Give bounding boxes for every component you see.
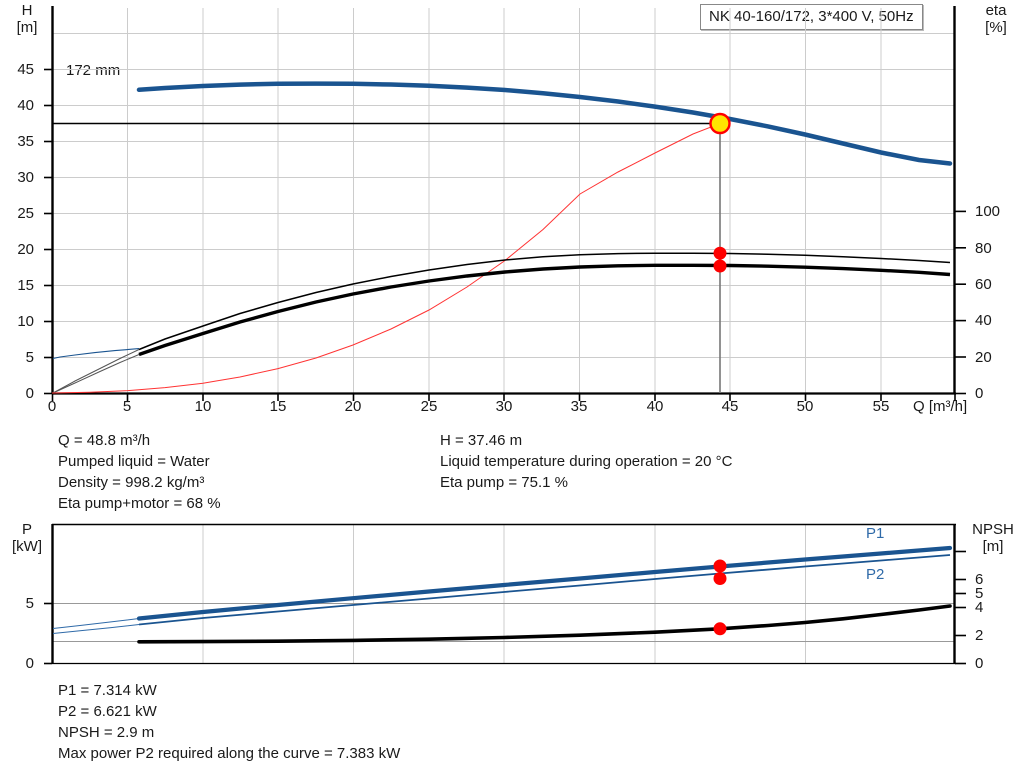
upper-ytick-35: 35 <box>17 133 34 150</box>
upper-ytick-0: 0 <box>25 385 34 402</box>
duty-info-left-0: Q = 48.8 m³/h <box>58 432 151 449</box>
power-info-block: P1 = 7.314 kW P2 = 6.621 kW NPSH = 2.9 m… <box>0 678 1024 774</box>
upper-y2tick-100: 100 <box>975 203 1001 220</box>
upper-ytick-30: 30 <box>17 169 34 186</box>
system-curve <box>51 123 721 394</box>
lower-y2-axis-title: NPSH [m] <box>972 521 1014 555</box>
p2-marker <box>713 572 727 585</box>
upper-xtick-25: 25 <box>420 398 438 415</box>
upper-plot-area <box>44 6 966 401</box>
upper-ytick-15: 15 <box>17 277 34 294</box>
head-curve <box>136 81 953 166</box>
upper-y-axis-title: H [m] <box>16 2 38 36</box>
upper-xtick-45: 45 <box>721 398 739 415</box>
power-info-3: Max power P2 required along the curve = … <box>58 745 401 762</box>
upper-ytick-45: 45 <box>17 61 34 78</box>
upper-grid-horizontal <box>52 33 955 358</box>
upper-xtick-35: 35 <box>570 398 588 415</box>
eta-pump-motor-marker <box>713 259 727 273</box>
head-curve-extension <box>52 348 140 360</box>
npsh-curve <box>137 604 952 644</box>
lower-y2tick-4: 4 <box>975 599 984 616</box>
p1-marker <box>713 559 727 573</box>
lower-y2tick-0: 0 <box>975 655 984 672</box>
upper-left-ticks <box>44 68 52 395</box>
eta-pump-curve <box>138 252 951 351</box>
lower-ytick-0: 0 <box>25 655 34 672</box>
lower-y2tick-6: 6 <box>975 571 984 588</box>
duty-info-left-3: Eta pump+motor = 68 % <box>58 495 221 512</box>
lower-y2tick-5: 5 <box>975 585 984 602</box>
upper-ytick-5: 5 <box>25 349 34 366</box>
upper-right-ticks <box>955 210 966 395</box>
upper-xtick-30: 30 <box>495 398 513 415</box>
npsh-marker <box>713 622 727 636</box>
upper-xtick-55: 55 <box>872 398 890 415</box>
duty-info-left-2: Density = 998.2 kg/m³ <box>58 474 205 491</box>
duty-info-right-0: H = 37.46 m <box>440 432 523 449</box>
power-info-0: P1 = 7.314 kW <box>58 682 157 699</box>
p1-curve-label: P1 <box>866 525 885 542</box>
duty-info-left-1: Pumped liquid = Water <box>58 453 210 470</box>
upper-ytick-25: 25 <box>17 205 34 222</box>
duty-info-right-1: Liquid temperature during operation = 20… <box>440 453 733 470</box>
eta-pump-marker <box>713 246 727 260</box>
lower-left-ticks <box>44 602 52 665</box>
eta-pump-motor-curve <box>138 263 951 357</box>
upper-y2-axis-title: eta [%] <box>985 2 1007 36</box>
power-npsh-chart: P [kW] NPSH [m] 0 5 0 2 4 5 6 P1 P2 <box>0 516 1024 672</box>
upper-xtick-0: 0 <box>47 398 57 415</box>
lower-right-ticks <box>955 550 966 665</box>
duty-point-marker[interactable] <box>709 112 731 135</box>
p2-curve-label: P2 <box>866 566 885 583</box>
duty-info-block: Q = 48.8 m³/h Pumped liquid = Water Dens… <box>0 424 1024 516</box>
upper-ytick-10: 10 <box>17 313 34 330</box>
upper-ytick-40: 40 <box>17 97 34 114</box>
upper-y2tick-40: 40 <box>975 312 992 329</box>
upper-y2tick-80: 80 <box>975 240 992 257</box>
lower-y2tick-2: 2 <box>975 627 984 644</box>
duty-info-right-2: Eta pump = 75.1 % <box>440 474 568 491</box>
upper-xtick-20: 20 <box>344 398 362 415</box>
lower-plot-area <box>44 523 966 665</box>
power-info-1: P2 = 6.621 kW <box>58 703 157 720</box>
power-info-2: NPSH = 2.9 m <box>58 724 155 741</box>
eta-pumpmotor-extension <box>52 354 140 394</box>
lower-ytick-5: 5 <box>25 595 34 612</box>
upper-xtick-50: 50 <box>796 398 814 415</box>
upper-y2tick-0: 0 <box>975 385 984 402</box>
upper-y2tick-60: 60 <box>975 276 992 293</box>
upper-xtick-40: 40 <box>646 398 664 415</box>
head-efficiency-chart: H [m] eta [%] NK 40-160/172, 3*400 V, 50… <box>16 2 1007 415</box>
lower-y-axis-title: P [kW] <box>12 521 42 555</box>
upper-x-axis-title: Q [m³/h] <box>913 398 968 415</box>
p1-curve-extension <box>52 618 140 629</box>
upper-xtick-5: 5 <box>122 398 132 415</box>
upper-grid-vertical <box>127 8 882 393</box>
upper-xtick-10: 10 <box>194 398 212 415</box>
pump-model-title: NK 40-160/172, 3*400 V, 50Hz <box>700 4 923 30</box>
p1-curve <box>136 545 953 621</box>
upper-xtick-15: 15 <box>269 398 287 415</box>
p2-curve <box>138 554 951 626</box>
p2-curve-extension <box>52 624 140 634</box>
impeller-diameter-label: 172 mm <box>66 62 121 79</box>
upper-ytick-20: 20 <box>17 241 34 258</box>
upper-y2tick-20: 20 <box>975 349 992 366</box>
eta-pump-extension <box>52 349 140 394</box>
